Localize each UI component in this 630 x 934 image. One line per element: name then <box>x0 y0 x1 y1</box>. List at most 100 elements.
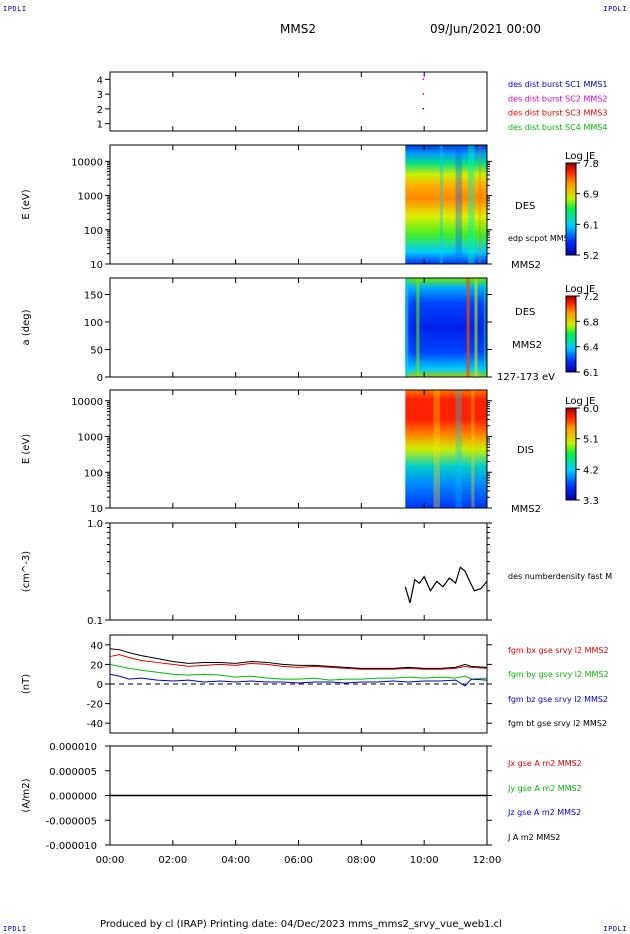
des-energy-ytick-label: 1000 <box>78 192 103 203</box>
des-energy-ylabel: E (eV) <box>21 189 32 219</box>
des-pitch-colorbar-label: 6.1 <box>583 368 599 379</box>
bfield-ytick-label: 0 <box>97 680 103 691</box>
current-ytick-label: 0.000010 <box>49 742 97 753</box>
corner-mark-br: IPDLI <box>603 925 627 933</box>
des-pitch-spectrogram-stripe <box>474 278 478 377</box>
burst-point <box>422 107 425 110</box>
corner-mark-tl: IPDLI <box>3 5 27 13</box>
des-pitch-ytick-label: 0 <box>97 373 103 384</box>
des-pitch-note: 127-173 eV <box>497 372 555 383</box>
dis-energy-colorbar-title: Log JE <box>565 396 595 407</box>
bfield-ytick-label: -20 <box>87 700 103 711</box>
des-pitch-spectrogram-stripe <box>466 278 470 377</box>
dis-energy-colorbar-label: 4.2 <box>583 465 599 476</box>
xaxis-tick-label: 08:00 <box>347 855 376 866</box>
dis-energy-ylabel: E (eV) <box>21 434 32 464</box>
dis-energy-colorbar-label: 6.0 <box>583 404 599 415</box>
des-pitch-ytick-label: 150 <box>84 291 103 302</box>
des-energy-colorbar-label: 6.9 <box>583 190 599 201</box>
density-ylabel: (cm^-3) <box>21 551 32 592</box>
current-ytick-label: 0.000005 <box>49 767 97 778</box>
xaxis-tick-label: 06:00 <box>284 855 313 866</box>
burst-point <box>422 78 425 80</box>
dis-energy-spectrogram-stripe <box>455 390 462 508</box>
burst-frame <box>109 71 488 132</box>
des-pitch-colorbar-label: 7.2 <box>583 292 599 303</box>
current-ytick-label: 0.000000 <box>49 792 97 803</box>
burst-ytick-label: 3 <box>97 90 103 101</box>
bfield-line-by <box>109 663 488 681</box>
density-ytick-label: 1.0 <box>87 519 103 530</box>
des-pitch-spectrogram-stripe <box>483 278 486 377</box>
current-ylabel: (A/m2) <box>21 778 32 812</box>
dis-energy-colorbar-label: 5.1 <box>583 435 599 446</box>
current-legend-4: J A m2 MMS2 <box>507 833 560 842</box>
density-line <box>404 566 488 604</box>
xaxis-tick-label: 02:00 <box>158 855 187 866</box>
xaxis-tick-label: 10:00 <box>410 855 439 866</box>
des-energy-colorbar <box>565 162 577 256</box>
bfield-legend-bx: fgm bx gse srvy l2 MMS2 <box>508 646 609 655</box>
des-energy-colorbar-label: 6.1 <box>583 220 599 231</box>
des-energy-sublabel: edp scpot MMS2 <box>508 234 574 243</box>
burst-ytick-label: 4 <box>97 75 103 86</box>
bfield-line-bz <box>109 673 488 687</box>
current-legend-3: Jz gse A m2 MMS2 <box>507 808 581 817</box>
des-energy-colorbar-label: 7.8 <box>583 159 599 170</box>
des-pitch-spectrogram-stripe <box>416 278 420 377</box>
des-energy-ytick-label: 10000 <box>71 157 103 168</box>
dis-energy-spectrogram-stripe <box>471 390 475 508</box>
des-pitch-colorbar <box>565 295 577 373</box>
bfield-line-bx <box>109 654 488 670</box>
des-energy-spectrogram-stripe <box>455 145 462 264</box>
dis-energy-ytick-label: 100 <box>84 468 103 479</box>
des-pitch-colorbar-title: Log JE <box>565 284 595 295</box>
dis-energy-ytick-label: 10000 <box>71 397 103 408</box>
dis-energy-spacecraft: MMS2 <box>511 504 541 515</box>
des-energy-label: DES <box>515 201 535 212</box>
des-energy-spacecraft: MMS2 <box>511 260 541 271</box>
xaxis-tick-label: 04:00 <box>221 855 250 866</box>
dis-energy-colorbar <box>565 407 577 501</box>
des-energy-spectrogram-stripe <box>479 145 481 264</box>
dis-energy-ytick-label: 10 <box>90 504 103 515</box>
des-energy-colorbar-title: Log JE <box>565 151 595 162</box>
des-pitch-ytick-label: 100 <box>84 318 103 329</box>
current-ytick-label: -0.000010 <box>46 841 97 852</box>
des-energy-spectrogram-stripe <box>468 145 475 264</box>
des-pitch-spectrogram-stripe <box>405 278 409 377</box>
dis-energy-label: DIS <box>517 445 534 456</box>
burst-ytick-label: 2 <box>97 105 103 116</box>
des-pitch-ylabel: a (deg) <box>21 309 32 345</box>
dis-energy-ytick-label: 1000 <box>78 433 103 444</box>
des-energy-ytick-label: 100 <box>84 226 103 237</box>
dis-energy-spectrogram <box>405 390 487 508</box>
current-legend-2: Jy gse A m2 MMS2 <box>507 784 582 793</box>
bfield-legend-bt: fgm bt gse srvy l2 MMS2 <box>508 719 607 728</box>
des-energy-spectrogram-stripe <box>439 145 444 264</box>
xaxis-tick-label: 00:00 <box>96 855 125 866</box>
des-energy-ytick-label: 10 <box>90 260 103 271</box>
density-ytick-label: 0.1 <box>87 616 103 627</box>
current-ytick-label: -0.000005 <box>46 816 97 827</box>
dis-energy-colorbar-label: 3.3 <box>583 496 599 507</box>
burst-ytick-label: 1 <box>97 120 103 131</box>
plot-title: MMS2 <box>280 22 316 36</box>
bfield-line-bt <box>109 648 488 669</box>
bfield-legend-by: fgm by gse srvy l2 MMS2 <box>508 670 609 679</box>
burst-legend-3: des dist burst SC3 MMS3 <box>508 109 607 118</box>
burst-legend-4: des dist burst SC4 MMS4 <box>508 123 607 132</box>
corner-mark-bl: IPDLI <box>3 925 27 933</box>
burst-legend-1: des dist burst SC1 MMS1 <box>508 80 607 89</box>
current-legend-1: Jx gse A m2 MMS2 <box>507 759 582 768</box>
bfield-ylabel: (nT) <box>21 674 32 694</box>
des-pitch-colorbar-label: 6.4 <box>583 343 599 354</box>
footer-text: Produced by cl (IRAP) Printing date: 04/… <box>100 919 502 930</box>
density-frame <box>109 522 488 621</box>
des-pitch-ytick-label: 50 <box>90 346 103 357</box>
des-pitch-label: DES <box>515 307 535 318</box>
bfield-legend-bz: fgm bz gse srvy l2 MMS2 <box>508 695 608 704</box>
corner-mark-tr: IPDLI <box>603 5 627 13</box>
des-pitch-colorbar-label: 6.8 <box>583 317 599 328</box>
